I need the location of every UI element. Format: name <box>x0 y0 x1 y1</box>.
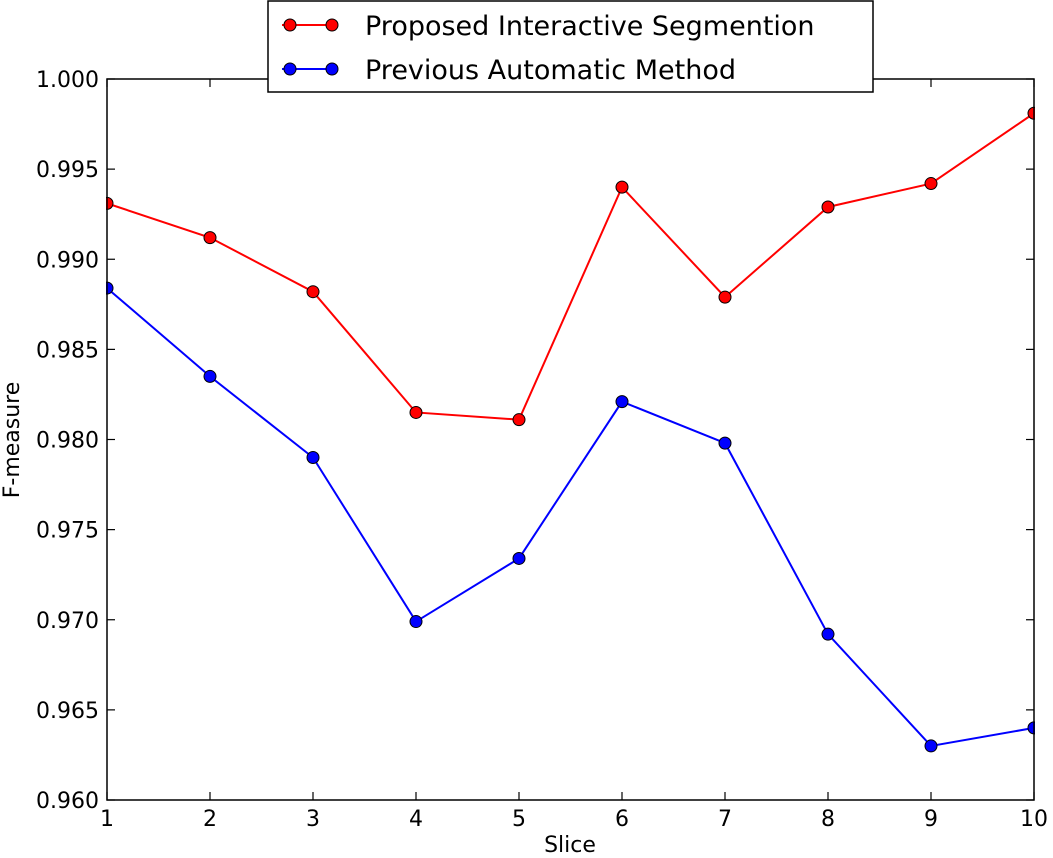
plot-area <box>106 78 1035 801</box>
legend-label: Previous Automatic Method <box>365 55 736 86</box>
y-tick-label: 0.965 <box>36 699 99 724</box>
legend-marker <box>283 62 297 76</box>
data-point <box>924 177 938 191</box>
legend-marker <box>325 62 339 76</box>
legend: Proposed Interactive Segmention Previous … <box>267 0 874 93</box>
data-point <box>821 627 835 641</box>
y-tick-label: 0.975 <box>36 519 99 544</box>
series-line <box>106 287 1035 748</box>
x-axis-label: Slice <box>544 833 596 858</box>
legend-marker <box>283 18 297 32</box>
data-point <box>512 413 526 427</box>
x-tick-label: 4 <box>409 807 423 832</box>
series-1 <box>106 106 1035 427</box>
data-point <box>512 551 526 565</box>
series-2 <box>106 281 1035 753</box>
y-tick-label: 0.990 <box>36 248 99 273</box>
legend-marker <box>325 18 339 32</box>
data-point <box>203 369 217 383</box>
legend-label: Proposed Interactive Segmention <box>365 11 815 42</box>
series-layer <box>106 106 1035 753</box>
x-tick-label: 8 <box>821 807 835 832</box>
data-point <box>306 285 320 299</box>
x-tick-label: 2 <box>203 807 217 832</box>
y-axis-label: F-measure <box>0 382 25 499</box>
series-line <box>106 112 1035 421</box>
y-tick-label: 0.960 <box>36 789 99 814</box>
axis-ticks <box>106 78 1035 801</box>
x-tick-label: 3 <box>306 807 320 832</box>
data-point <box>409 615 423 629</box>
data-point <box>718 290 732 304</box>
x-tick-label: 1 <box>100 807 114 832</box>
data-point <box>718 436 732 450</box>
y-tick-label: 0.980 <box>36 429 99 454</box>
data-point <box>409 405 423 419</box>
data-point <box>203 231 217 245</box>
y-tick-label: 0.970 <box>36 609 99 634</box>
data-point <box>615 180 629 194</box>
data-point <box>821 200 835 214</box>
x-tick-label: 9 <box>924 807 938 832</box>
x-tick-label: 7 <box>718 807 732 832</box>
y-tick-label: 1.000 <box>36 68 99 93</box>
data-point <box>615 395 629 409</box>
y-tick-label: 0.995 <box>36 158 99 183</box>
x-tick-label: 6 <box>615 807 629 832</box>
x-tick-label: 10 <box>1020 807 1048 832</box>
data-point <box>306 451 320 465</box>
legend-box <box>267 0 874 93</box>
y-tick-label: 0.985 <box>36 338 99 363</box>
tick-labels: 1 2 3 4 5 6 7 8 9 10 0.960 0.965 0.970 0.975 0.980 0.98… <box>36 68 1048 832</box>
data-point <box>924 739 938 753</box>
x-tick-label: 5 <box>512 807 526 832</box>
